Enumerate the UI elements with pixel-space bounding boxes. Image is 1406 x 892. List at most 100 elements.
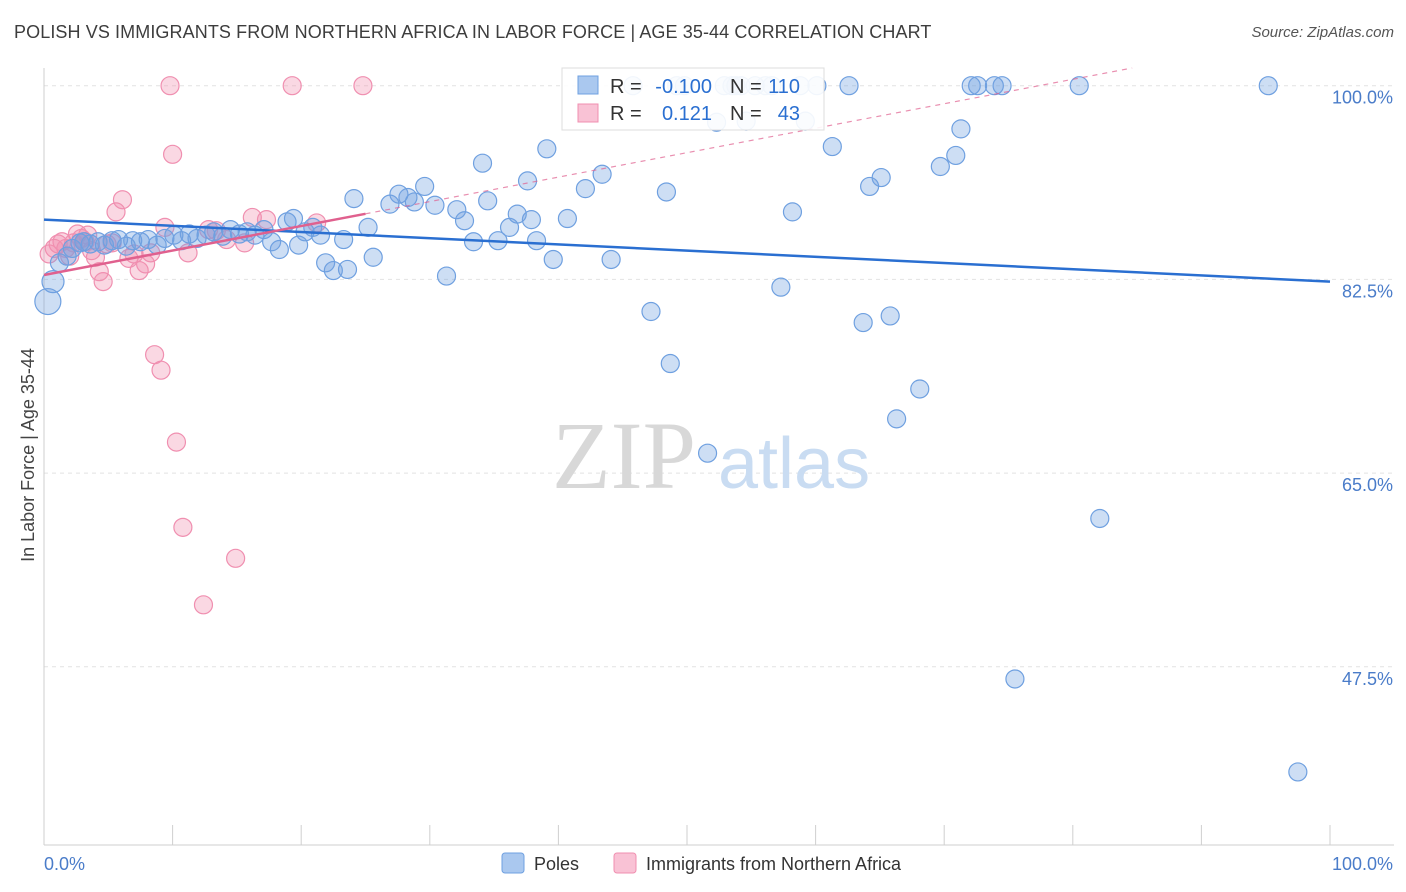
point-poles [337,259,358,280]
point-immigrants [112,190,133,210]
series-poles [34,76,1308,782]
point-poles [968,76,988,96]
point-poles [910,379,930,399]
point-poles [1090,508,1110,529]
stats-immigrants-r-value: 0.121 [662,103,712,125]
stats-box: R = -0.100 N = 110 R = 0.121 N = 43 [561,67,825,131]
point-poles [269,239,289,260]
point-poles [697,443,718,463]
stats-poles-n-label: N = [730,76,762,98]
point-poles [344,189,364,209]
y-tick-label: 47.5% [1342,669,1393,689]
point-poles [521,210,541,230]
stats-swatch-poles [577,75,599,95]
stats-immigrants-r-label: R = [610,103,642,125]
axes [43,68,1394,846]
point-poles [946,145,966,166]
point-poles [1258,76,1278,96]
point-poles [961,76,981,96]
point-poles [822,136,842,157]
stats-poles-r-label: R = [610,76,642,98]
point-immigrants [226,548,246,568]
y-tick-label: 65.0% [1342,475,1393,495]
stats-immigrants-n-value: 43 [778,103,800,125]
point-poles [507,204,527,224]
stats-poles-r-value: -0.100 [655,76,712,98]
point-poles [404,192,424,212]
trend-line-immigrants [43,212,366,277]
point-immigrants [151,360,171,380]
point-poles [454,211,475,231]
point-immigrants [163,144,183,164]
point-poles [880,306,900,326]
point-poles [425,195,445,215]
point-poles [447,200,467,220]
point-poles [1288,762,1308,782]
x-tick-label: 100.0% [1332,854,1393,874]
y-tick-label: 100.0% [1332,88,1393,108]
point-immigrants [166,432,187,452]
point-poles [656,182,677,202]
y-tick-label: 82.5% [1342,281,1393,301]
point-poles [592,164,612,184]
point-poles [871,167,891,188]
trend-lines [43,67,1331,283]
trend-line-immigrants-extension [365,67,1133,215]
point-immigrants [353,76,373,96]
stats-immigrants-n-label: N = [730,103,762,125]
point-poles [108,229,129,250]
point-poles [601,249,621,270]
point-poles [102,231,122,251]
x-tick-label: 0.0% [44,854,85,874]
point-poles [80,234,100,254]
y-axis-label: In Labor Force | Age 35-44 [18,348,38,562]
point-poles [415,176,435,197]
point-poles [557,208,578,229]
watermark-atlas: atlas [718,424,870,504]
stats-swatch-immigrants [577,103,599,123]
chart-title: POLISH VS IMMIGRANTS FROM NORTHERN AFRIC… [14,22,932,42]
point-immigrants [193,595,214,615]
point-poles [358,217,378,237]
point-poles [1005,669,1025,689]
point-poles [1069,76,1089,96]
legend-swatch-immigrants [613,852,637,874]
point-poles [517,171,538,191]
point-poles [310,225,331,245]
series-immigrants [39,76,373,615]
point-poles [138,229,158,250]
point-poles [34,287,62,316]
point-poles [130,232,151,252]
point-poles [478,191,498,211]
point-poles [316,253,336,273]
point-poles [323,260,343,281]
point-poles [123,231,143,251]
point-poles [782,202,803,222]
point-immigrants [173,517,193,537]
stats-poles-n-value: 110 [768,76,800,98]
legend-swatch-poles [501,852,525,874]
grid-lines [44,85,1394,668]
point-immigrants [89,262,109,282]
point-poles [771,277,791,297]
point-poles [641,301,661,322]
point-poles [853,312,873,333]
point-poles [526,231,547,251]
point-poles [887,409,907,429]
source-credit: Source: ZipAtlas.com [1251,24,1394,41]
point-poles [537,139,557,159]
trend-line-poles [43,218,1331,283]
point-poles [436,266,457,286]
point-poles [472,153,493,173]
watermark: ZIP atlas [552,402,870,509]
point-poles [992,76,1012,96]
point-poles [951,119,971,139]
legend-label-poles: Poles [534,854,579,874]
legend-label-immigrants: Immigrants from Northern Africa [646,854,902,874]
point-poles [41,270,65,294]
point-poles [930,156,950,177]
point-poles [660,353,680,374]
point-poles [575,179,596,199]
point-poles [363,247,383,267]
